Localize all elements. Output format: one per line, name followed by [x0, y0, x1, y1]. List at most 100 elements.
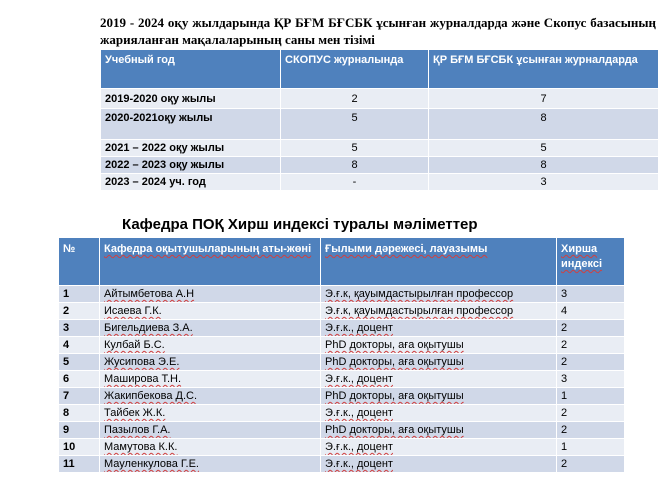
- table-row: 11 Мауленкулова Г.Е. Э.ғ.к., доцент 2: [58, 455, 625, 473]
- header-name: Кафедра оқытушыларының аты-жөні: [99, 237, 321, 286]
- teacher-name: Бигельдиева З.А.: [99, 319, 321, 337]
- teacher-name-text: Жакипбекова Д.С.: [104, 390, 198, 402]
- row-number: 9: [58, 421, 100, 439]
- hirsch-value: 2: [556, 404, 625, 422]
- table-row: 10 Мамутова К.К. Э.ғ.к., доцент 1: [58, 438, 625, 456]
- degree-position: PhD докторы, аға оқытушы: [320, 336, 557, 354]
- row-number: 5: [58, 353, 100, 371]
- row-number: 10: [58, 438, 100, 456]
- teacher-name: Жусипова Э.Е.: [99, 353, 321, 371]
- degree-position-text: PhD докторы, аға оқытушы: [325, 390, 464, 402]
- degree-position: PhD докторы, аға оқытушы: [320, 353, 557, 371]
- scopus-count: 2: [280, 88, 429, 109]
- table-row: 4 Кулбай Б.С. PhD докторы, аға оқытушы 2: [58, 336, 625, 354]
- table-row: 7 Жакипбекова Д.С. PhD докторы, аға оқытуш…: [58, 387, 625, 405]
- kr-count: 3: [428, 173, 659, 191]
- table-row: 2 Исаева Г.К. Э.ғ.к, қауымдастырылған проф…: [58, 302, 625, 320]
- hirsch-value: 3: [556, 285, 625, 303]
- teacher-name-text: Мауленкулова Г.Е.: [104, 458, 199, 470]
- table-row: 3 Бигельдиева З.А. Э.ғ.к., доцент 2: [58, 319, 625, 337]
- table-row: 6 Маширова Т.Н. Э.ғ.к., доцент 3: [58, 370, 625, 388]
- teacher-name-text: Жусипова Э.Е.: [104, 356, 180, 368]
- kr-count: 8: [428, 156, 659, 174]
- hirsch-value: 2: [556, 319, 625, 337]
- degree-position: PhD докторы, аға оқытушы: [320, 387, 557, 405]
- hirsch-value: 2: [556, 336, 625, 354]
- header-hirsch: Хирша индексі: [556, 237, 625, 286]
- scopus-count: 5: [280, 139, 429, 157]
- hirsch-value: 2: [556, 353, 625, 371]
- header-number: №: [58, 237, 100, 286]
- teacher-name: Маширова Т.Н.: [99, 370, 321, 388]
- scopus-count: 8: [280, 156, 429, 174]
- hirsch-index-table: № Кафедра оқытушыларының аты-жөні Ғылыми…: [58, 237, 625, 473]
- hirsch-value: 1: [556, 438, 625, 456]
- row-number: 3: [58, 319, 100, 337]
- hirsch-value: 2: [556, 455, 625, 473]
- publications-table: Учебный год СКОПУС журналында ҚР БҒМ БҒС…: [100, 49, 659, 191]
- degree-position: Э.ғ.к., доцент: [320, 404, 557, 422]
- row-number: 11: [58, 455, 100, 473]
- table-row: 8 Тайбек Ж.К. Э.ғ.к., доцент 2: [58, 404, 625, 422]
- row-number: 1: [58, 285, 100, 303]
- degree-position-text: Э.ғ.к., доцент: [325, 373, 393, 385]
- year-cell: 2021 – 2022 оқу жылы: [100, 139, 281, 157]
- table-row: 2023 – 2024 уч. год - 3: [100, 173, 659, 191]
- teacher-name: Мамутова К.К.: [99, 438, 321, 456]
- header-scopus: СКОПУС журналында: [280, 49, 429, 89]
- hirsch-section-title: Кафедра ПОҚ Хирш индексі туралы мәліметт…: [122, 216, 478, 233]
- hirsch-value: 1: [556, 387, 625, 405]
- year-cell: 2023 – 2024 уч. год: [100, 173, 281, 191]
- degree-position: Э.ғ.к., доцент: [320, 438, 557, 456]
- teacher-name: Пазылов Г.А.: [99, 421, 321, 439]
- kr-count: 8: [428, 108, 659, 140]
- kr-count: 7: [428, 88, 659, 109]
- degree-position-text: PhD докторы, аға оқытушы: [325, 424, 464, 436]
- row-number: 4: [58, 336, 100, 354]
- hirsch-value: 3: [556, 370, 625, 388]
- header-hirsch-text: Хирша индексі: [561, 243, 603, 270]
- degree-position-text: Э.ғ.к, қауымдастырылған профессор: [325, 305, 514, 317]
- year-cell: 2019-2020 оқу жылы: [100, 88, 281, 109]
- degree-position-text: PhD докторы, аға оқытушы: [325, 339, 464, 351]
- row-number: 6: [58, 370, 100, 388]
- degree-position-text: Э.ғ.к., доцент: [325, 407, 393, 419]
- table-row: 1 Айтымбетова А.Н Э.ғ.к, қауымдастырылған …: [58, 285, 625, 303]
- row-number: 7: [58, 387, 100, 405]
- hirsch-value: 4: [556, 302, 625, 320]
- degree-position: PhD докторы, аға оқытушы: [320, 421, 557, 439]
- scopus-count: 5: [280, 108, 429, 140]
- teacher-name-text: Исаева Г.К.: [104, 305, 162, 317]
- table-row: 2019-2020 оқу жылы 2 7: [100, 88, 659, 109]
- degree-position-text: Э.ғ.к., доцент: [325, 458, 393, 470]
- teacher-name: Мауленкулова Г.Е.: [99, 455, 321, 473]
- teacher-name: Исаева Г.К.: [99, 302, 321, 320]
- teacher-name-text: Бигельдиева З.А.: [104, 322, 193, 334]
- degree-position: Э.ғ.к., доцент: [320, 455, 557, 473]
- table-row: 2021 – 2022 оқу жылы 5 5: [100, 139, 659, 157]
- table-row: 5 Жусипова Э.Е. PhD докторы, аға оқытушы 2: [58, 353, 625, 371]
- degree-position-text: PhD докторы, аға оқытушы: [325, 356, 464, 368]
- table-header-row: Учебный год СКОПУС журналында ҚР БҒМ БҒС…: [100, 49, 659, 89]
- teacher-name-text: Пазылов Г.А.: [104, 424, 171, 436]
- row-number: 8: [58, 404, 100, 422]
- row-number: 2: [58, 302, 100, 320]
- header-degree: Ғылыми дәрежесі, лауазымы: [320, 237, 557, 286]
- degree-position: Э.ғ.к., доцент: [320, 370, 557, 388]
- header-name-text: Кафедра оқытушыларының аты-жөні: [104, 243, 312, 255]
- degree-position: Э.ғ.к, қауымдастырылған профессор: [320, 302, 557, 320]
- table-header-row: № Кафедра оқытушыларының аты-жөні Ғылыми…: [58, 237, 625, 286]
- year-cell: 2022 – 2023 оқу жылы: [100, 156, 281, 174]
- teacher-name: Жакипбекова Д.С.: [99, 387, 321, 405]
- header-kr-journals: ҚР БҒМ БҒСБК ұсынған журналдарда: [428, 49, 659, 89]
- year-cell: 2020-2021оқу жылы: [100, 108, 281, 140]
- teacher-name-text: Мамутова К.К.: [104, 441, 178, 453]
- kr-count: 5: [428, 139, 659, 157]
- degree-position-text: Э.ғ.к., доцент: [325, 441, 393, 453]
- scopus-count: -: [280, 173, 429, 191]
- degree-position-text: Э.ғ.к., доцент: [325, 322, 393, 334]
- teacher-name: Айтымбетова А.Н: [99, 285, 321, 303]
- header-degree-text: Ғылыми дәрежесі, лауазымы: [325, 243, 488, 255]
- teacher-name-text: Кулбай Б.С.: [104, 339, 165, 351]
- report-title: 2019 - 2024 оқу жылдарында ҚР БҒМ БҒСБК …: [100, 15, 656, 47]
